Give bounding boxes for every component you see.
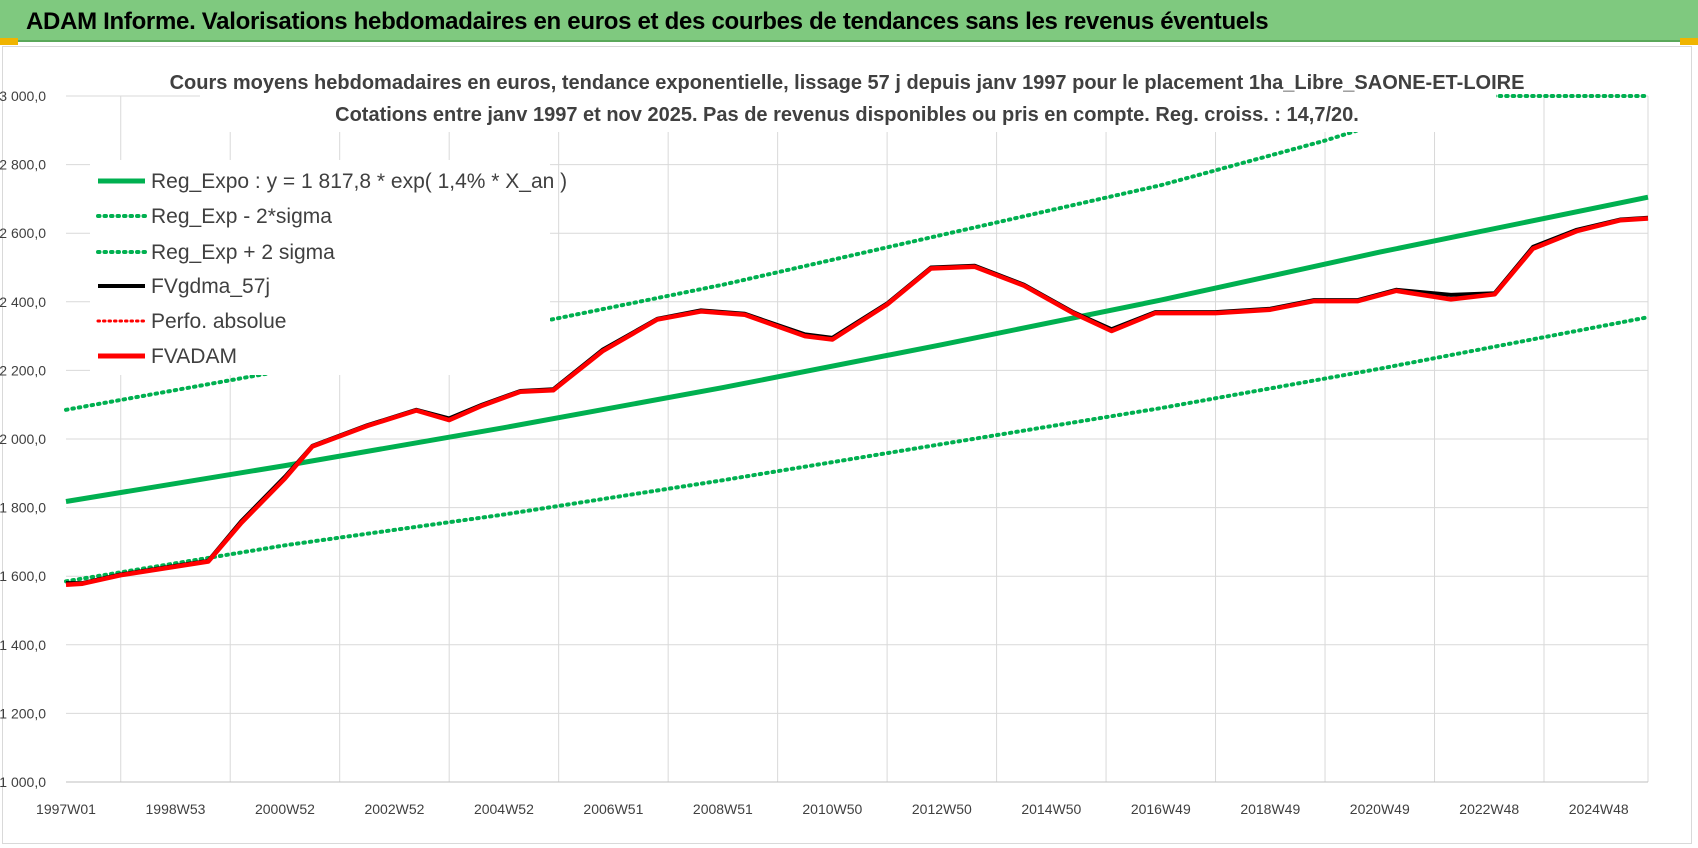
legend-item-reg-exp-plus: Reg_Exp + 2 sigma bbox=[96, 241, 335, 264]
x-axis-ticks: 1997W01 1998W53 2000W52 2002W52 2004W52 2006W… bbox=[36, 801, 1629, 817]
y-tick-label: 1 000,0 bbox=[0, 774, 46, 790]
y-tick-label: 1 400,0 bbox=[0, 637, 46, 653]
legend-label-fvadam: FVADAM bbox=[151, 345, 237, 368]
chart-title-line-2: Cotations entre janv 1997 et nov 2025. P… bbox=[335, 104, 1359, 126]
x-tick-label: 2016W49 bbox=[1131, 801, 1191, 817]
y-tick-label: 2 400,0 bbox=[0, 294, 46, 310]
y-tick-label: 2 200,0 bbox=[0, 362, 46, 378]
corner-marker-right bbox=[1680, 38, 1698, 45]
chart-frame bbox=[2, 46, 1692, 844]
legend: Reg_Expo : y = 1 817,8 * exp( 1,4% * X_a… bbox=[90, 160, 567, 375]
series-fvadam bbox=[65, 216, 1649, 588]
x-tick-label: 1997W01 bbox=[36, 801, 96, 817]
x-tick-label: 1998W53 bbox=[146, 801, 206, 817]
banner-title: ADAM Informe. Valorisations hebdomadaire… bbox=[26, 8, 1269, 35]
x-tick-label: 2004W52 bbox=[474, 801, 534, 817]
x-tick-label: 2020W49 bbox=[1350, 801, 1410, 817]
y-tick-label: 1 200,0 bbox=[0, 705, 46, 721]
y-tick-label: 2 600,0 bbox=[0, 225, 46, 241]
legend-label-reg-exp-minus: Reg_Exp - 2*sigma bbox=[151, 205, 332, 228]
legend-item-fvadam: FVADAM bbox=[98, 345, 237, 368]
x-tick-label: 2024W48 bbox=[1569, 801, 1629, 817]
series-reg-exp-minus-2sigma bbox=[64, 315, 1650, 584]
legend-label-reg-exp-plus: Reg_Exp + 2 sigma bbox=[151, 241, 335, 264]
x-tick-label: 2008W51 bbox=[693, 801, 753, 817]
y-tick-label: 2 800,0 bbox=[0, 157, 46, 173]
y-tick-label: 1 800,0 bbox=[0, 500, 46, 516]
x-tick-label: 2018W49 bbox=[1240, 801, 1300, 817]
legend-item-fvgdma: FVgdma_57j bbox=[98, 275, 270, 298]
legend-item-perfo: Perfo. absolue bbox=[96, 310, 286, 333]
y-axis-ticks: 1 000,0 1 200,0 1 400,0 1 600,0 1 800,0 2 000… bbox=[0, 88, 46, 790]
x-tick-label: 2000W52 bbox=[255, 801, 315, 817]
y-tick-label: 1 600,0 bbox=[0, 568, 46, 584]
legend-label-reg-expo: Reg_Expo : y = 1 817,8 * exp( 1,4% * X_a… bbox=[151, 170, 567, 193]
x-tick-label: 2006W51 bbox=[583, 801, 643, 817]
series-reg-expo bbox=[65, 194, 1649, 504]
legend-background bbox=[90, 160, 550, 375]
x-tick-label: 2002W52 bbox=[364, 801, 424, 817]
report-banner: ADAM Informe. Valorisations hebdomadaire… bbox=[0, 0, 1698, 42]
chart-title-line-1: Cours moyens hebdomadaires en euros, ten… bbox=[170, 72, 1525, 94]
x-tick-label: 2010W50 bbox=[802, 801, 862, 817]
y-tick-label: 3 000,0 bbox=[0, 88, 46, 104]
x-tick-label: 2014W50 bbox=[1021, 801, 1081, 817]
legend-item-reg-expo: Reg_Expo : y = 1 817,8 * exp( 1,4% * X_a… bbox=[98, 170, 567, 193]
y-tick-label: 2 000,0 bbox=[0, 431, 46, 447]
legend-label-fvgdma: FVgdma_57j bbox=[151, 275, 270, 298]
x-tick-label: 2012W50 bbox=[912, 801, 972, 817]
x-tick-label: 2022W48 bbox=[1459, 801, 1519, 817]
legend-item-reg-exp-minus: Reg_Exp - 2*sigma bbox=[96, 205, 332, 228]
corner-marker-left bbox=[0, 38, 18, 45]
title-background bbox=[200, 62, 1496, 132]
legend-label-perfo: Perfo. absolue bbox=[151, 310, 286, 333]
